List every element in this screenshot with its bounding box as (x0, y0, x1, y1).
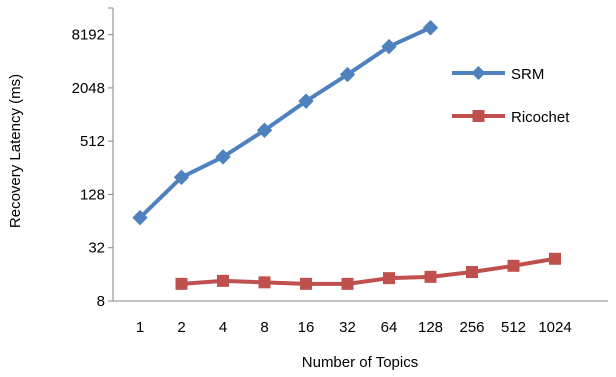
legend-label-srm: SRM (511, 66, 544, 83)
data-point (217, 274, 229, 287)
y-tick-label: 512 (80, 133, 105, 150)
data-point (300, 277, 312, 290)
y-tick-label: 8192 (72, 27, 105, 44)
x-axis-title: Number of Topics (302, 354, 418, 371)
y-tick-label: 8 (97, 293, 105, 310)
data-point (256, 122, 273, 138)
data-point (132, 209, 148, 226)
x-tick-label: 256 (459, 319, 484, 336)
y-tick-label: 32 (88, 240, 105, 257)
data-point (507, 259, 520, 272)
series-layer (132, 20, 561, 290)
data-point (339, 66, 356, 83)
legend-marker (471, 66, 486, 80)
data-point (466, 266, 478, 279)
y-axis-title: Recovery Latency (ms) (7, 74, 24, 228)
x-tick-label: 64 (381, 319, 398, 336)
legend-marker (472, 110, 485, 122)
x-tick-label: 16 (298, 319, 315, 336)
data-point (341, 277, 354, 290)
data-point (422, 20, 439, 36)
x-tick-label: 2 (177, 319, 185, 336)
data-point (175, 277, 188, 290)
series-line-ricochet (181, 256, 556, 286)
series-line-srm (138, 25, 432, 220)
legend: SRM Ricochet (452, 66, 570, 126)
y-axis: 8 32 128 512 2048 8192 (72, 7, 114, 310)
x-tick-label: 32 (339, 319, 356, 336)
y-tick-label: 2048 (72, 80, 105, 97)
data-point (549, 252, 561, 265)
x-axis: 1 2 4 8 16 32 64 128 256 512 1024 (113, 300, 608, 336)
legend-label-ricochet: Ricochet (511, 109, 570, 126)
x-tick-label: 1 (136, 319, 144, 336)
x-tick-label: 8 (260, 319, 268, 336)
data-point (381, 38, 397, 55)
x-tick-label: 128 (418, 319, 443, 336)
x-tick-label: 512 (501, 319, 526, 336)
data-point (383, 272, 395, 285)
data-point (258, 276, 271, 289)
data-point (215, 149, 231, 165)
x-tick-label: 4 (219, 319, 227, 336)
y-tick-label: 128 (80, 186, 105, 203)
data-point (173, 169, 190, 186)
data-point (298, 93, 314, 109)
x-tick-label: 1024 (538, 319, 571, 336)
data-point (424, 270, 437, 283)
